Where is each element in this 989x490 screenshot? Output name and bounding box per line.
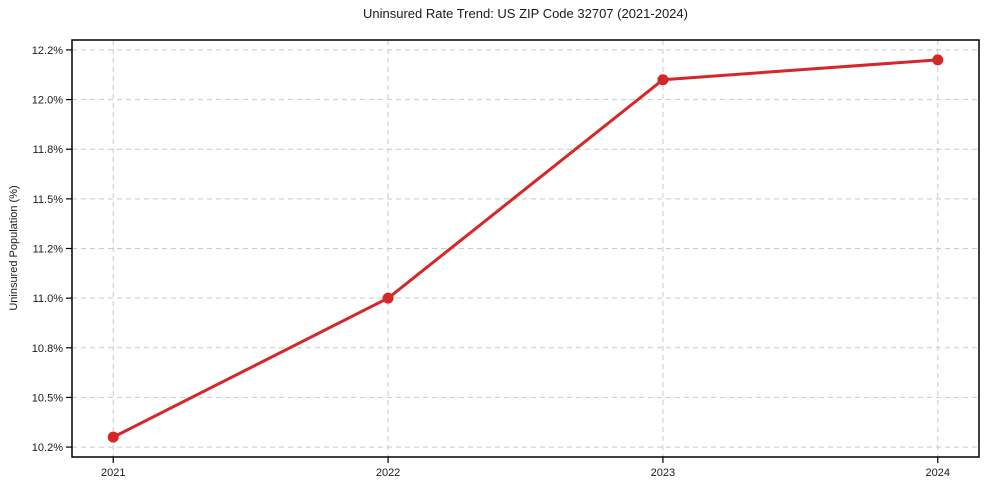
y-tick-label: 11.8% [33, 144, 64, 156]
data-point-marker [107, 431, 119, 443]
y-tick-label: 12.0% [32, 95, 63, 107]
y-tick-label: 12.2% [32, 45, 63, 57]
y-tick-label: 10.8% [32, 343, 63, 355]
y-tick-label: 10.2% [32, 442, 63, 454]
data-point-marker [657, 74, 669, 86]
data-point-marker [382, 292, 394, 304]
y-tick-label: 11.5% [33, 194, 64, 206]
data-point-marker [932, 54, 944, 66]
axes-spines [71, 39, 980, 458]
x-tick-label: 2021 [101, 467, 125, 479]
y-tick-label: 11.2% [33, 244, 64, 256]
chart-title: Uninsured Rate Trend: US ZIP Code 32707 … [363, 6, 688, 21]
trend-line [111, 58, 940, 439]
y-tick-label: 11.0% [33, 293, 64, 305]
y-tick-label: 10.5% [32, 392, 63, 404]
x-tick-label: 2024 [926, 467, 950, 479]
x-tick-label: 2023 [651, 467, 675, 479]
x-tick-label: 2022 [376, 467, 400, 479]
